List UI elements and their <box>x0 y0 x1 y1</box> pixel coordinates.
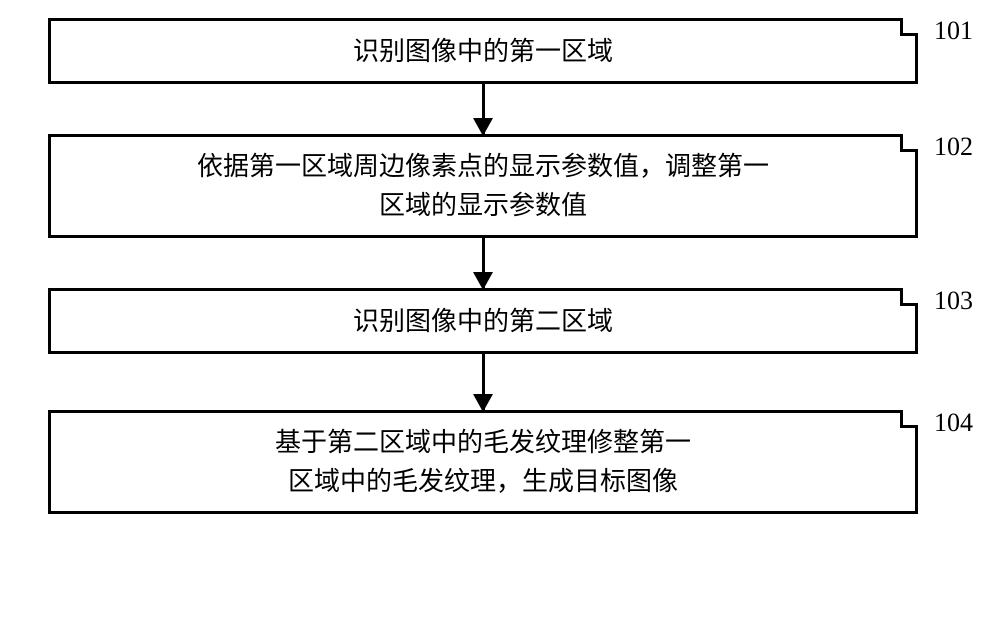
arrow-container <box>48 238 918 288</box>
step-label: 102 <box>934 127 973 166</box>
arrow-icon <box>482 354 485 410</box>
step-text-line2: 区域中的毛发纹理，生成目标图像 <box>275 462 691 501</box>
step-box-101: 识别图像中的第一区域 101 <box>48 18 918 84</box>
notch-corner <box>900 288 918 306</box>
notch-corner <box>900 134 918 152</box>
arrow-icon <box>482 84 485 134</box>
step-label: 101 <box>934 11 973 50</box>
arrow-container <box>48 84 918 134</box>
step-box-103: 识别图像中的第二区域 103 <box>48 288 918 354</box>
step-text-line1: 基于第二区域中的毛发纹理修整第一 <box>275 423 691 462</box>
step-text-wrapper: 依据第一区域周边像素点的显示参数值，调整第一 区域的显示参数值 <box>197 147 769 225</box>
notch-corner <box>900 410 918 428</box>
step-label: 103 <box>934 281 973 320</box>
step-text: 识别图像中的第一区域 <box>353 32 613 71</box>
step-text-line2: 区域的显示参数值 <box>197 186 769 225</box>
step-box-104: 基于第二区域中的毛发纹理修整第一 区域中的毛发纹理，生成目标图像 104 <box>48 410 918 514</box>
notch-corner <box>900 18 918 36</box>
flowchart-container: 识别图像中的第一区域 101 依据第一区域周边像素点的显示参数值，调整第一 区域… <box>48 18 952 514</box>
arrow-container <box>48 354 918 410</box>
step-text-line1: 依据第一区域周边像素点的显示参数值，调整第一 <box>197 147 769 186</box>
step-text-wrapper: 基于第二区域中的毛发纹理修整第一 区域中的毛发纹理，生成目标图像 <box>275 423 691 501</box>
step-label: 104 <box>934 403 973 442</box>
arrow-icon <box>482 238 485 288</box>
step-text: 识别图像中的第二区域 <box>353 302 613 341</box>
step-box-102: 依据第一区域周边像素点的显示参数值，调整第一 区域的显示参数值 102 <box>48 134 918 238</box>
